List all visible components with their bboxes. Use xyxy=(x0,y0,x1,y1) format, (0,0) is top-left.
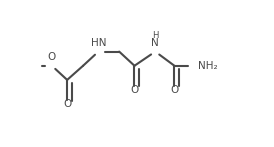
Text: O: O xyxy=(170,85,179,95)
Text: O: O xyxy=(63,99,71,109)
Text: HN: HN xyxy=(91,38,106,48)
Text: H: H xyxy=(152,31,158,40)
Text: O: O xyxy=(48,52,56,62)
Text: N: N xyxy=(152,38,159,48)
Text: O: O xyxy=(130,85,139,95)
Text: NH₂: NH₂ xyxy=(198,61,218,71)
